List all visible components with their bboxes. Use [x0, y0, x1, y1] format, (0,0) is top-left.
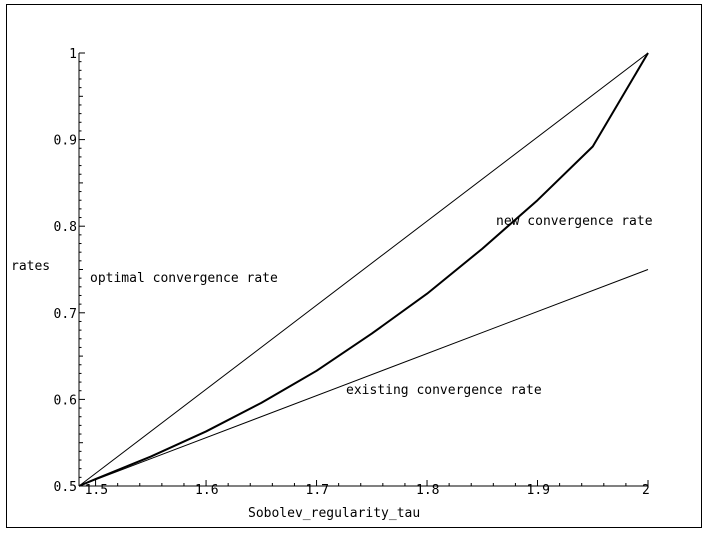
x-tick-label: 1.7 — [306, 483, 329, 498]
y-tick-label: 0.5 — [54, 480, 77, 495]
y-tick-label: 0.7 — [54, 307, 77, 322]
x-tick-label: 1.8 — [416, 483, 439, 498]
x-tick-label: 1.9 — [527, 483, 550, 498]
series-optimal-rate — [78, 52, 649, 487]
series-new-rate — [78, 52, 649, 487]
y-tick-label: 1 — [69, 47, 77, 62]
x-tick-label: 2 — [642, 483, 650, 498]
x-ticks: 1.5 1.6 1.7 1.8 1.9 2 — [85, 480, 650, 498]
series-existing-rate — [78, 269, 649, 487]
y-ticks: 0.5 0.6 0.7 0.8 0.9 1 — [54, 47, 85, 495]
y-tick-label: 0.9 — [54, 134, 77, 149]
series-layer — [78, 52, 649, 487]
annotation-optimal-rate: optimal convergence rate — [90, 271, 278, 286]
x-tick-label: 1.6 — [195, 483, 218, 498]
annotation-new-rate: new convergence rate — [496, 214, 653, 229]
annotation-existing-rate: existing convergence rate — [346, 383, 542, 398]
chart-frame — [6, 4, 702, 528]
y-axis-label: rates — [11, 259, 50, 274]
y-tick-label: 0.8 — [54, 220, 77, 235]
x-axis-label: Sobolev_regularity_tau — [248, 506, 420, 521]
x-tick-label: 1.5 — [85, 483, 108, 498]
y-tick-label: 0.6 — [54, 393, 77, 408]
